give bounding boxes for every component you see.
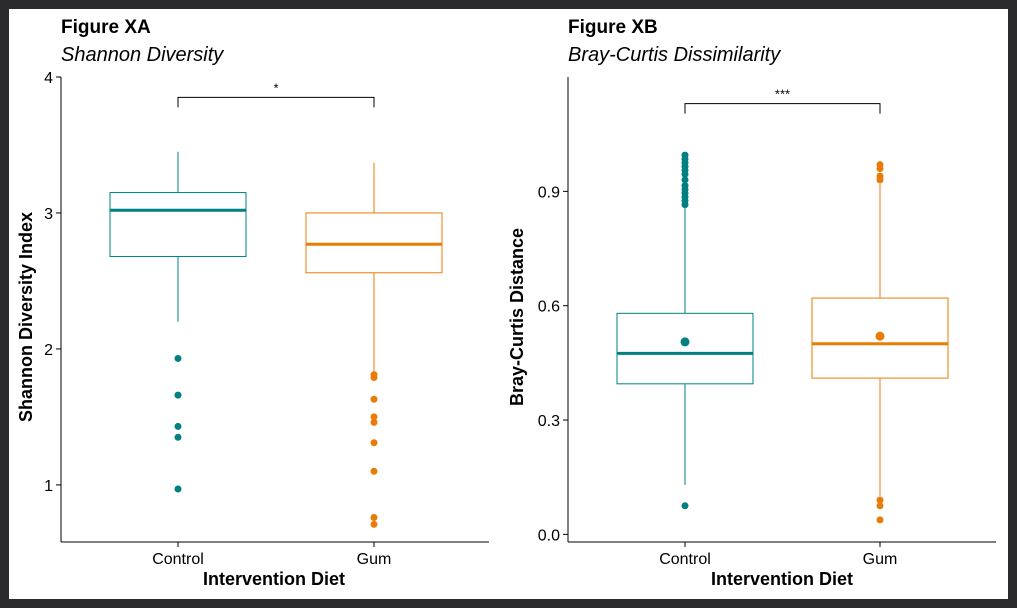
outlier-point	[174, 391, 182, 399]
box-control	[109, 151, 247, 493]
x-tick-label: Gum	[863, 551, 898, 568]
figure-xb-title: Figure XB	[568, 17, 658, 38]
x-tick-label: Control	[659, 551, 711, 568]
significance-label: ***	[775, 87, 790, 102]
figure-xb-chart: Figure XB Bray-Curtis Dissimilarity Inte…	[508, 17, 996, 589]
figure-xa-panel: Figure XA Shannon Diversity Intervention…	[9, 9, 508, 599]
figure-xa-y-axis-title: Shannon Diversity Index	[16, 212, 36, 422]
y-tick-label: 1	[44, 478, 53, 495]
y-tick-label: 4	[44, 70, 53, 87]
outlier-point	[681, 502, 689, 510]
box-gum	[811, 161, 949, 524]
outlier-point	[681, 176, 689, 184]
figure-xa-x-axis-title: Intervention Diet	[203, 569, 345, 589]
outlier-point	[876, 516, 884, 524]
outlier-point	[370, 514, 378, 522]
outlier-point	[174, 485, 182, 493]
box-mean-point	[680, 337, 690, 347]
box-iqr	[616, 312, 754, 385]
figure-xa-subtitle: Shannon Diversity	[61, 44, 224, 66]
outlier-point	[174, 433, 182, 441]
outlier-point	[370, 467, 378, 475]
significance-label: *	[273, 80, 278, 95]
x-tick-label: Control	[152, 551, 204, 568]
y-tick-label: 3	[44, 206, 53, 223]
outlier-point	[370, 413, 378, 421]
significance-bracket	[684, 103, 881, 114]
outlier-point	[174, 354, 182, 362]
y-tick-label: 2	[44, 342, 53, 359]
box-iqr	[109, 192, 247, 257]
outlier-point	[174, 422, 182, 430]
y-tick-label: 0.3	[538, 413, 560, 430]
outlier-point	[370, 418, 378, 426]
outlier-point	[681, 201, 689, 209]
figure-xb-subtitle: Bray-Curtis Dissimilarity	[568, 44, 781, 66]
figure-xb-y-axis-title: Bray-Curtis Distance	[508, 228, 527, 406]
outlier-point	[370, 395, 378, 403]
figure-xb-panel: Figure XB Bray-Curtis Dissimilarity Inte…	[508, 9, 1008, 599]
significance-bracket	[177, 96, 375, 108]
outlier-point	[876, 496, 884, 504]
box-control	[616, 151, 754, 510]
outlier-point	[681, 170, 689, 178]
outlier-point	[370, 373, 378, 381]
y-tick-label: 0.6	[538, 299, 560, 316]
outlier-point	[876, 176, 884, 184]
figure-xa-title: Figure XA	[61, 17, 151, 38]
y-tick-label: 0.9	[538, 184, 560, 201]
outlier-point	[370, 520, 378, 528]
y-tick-label: 0.0	[538, 527, 560, 544]
figure-xa-chart: Figure XA Shannon Diversity Intervention…	[16, 17, 489, 589]
outlier-point	[876, 502, 884, 510]
box-mean-point	[875, 331, 885, 341]
outlier-point	[370, 439, 378, 447]
outlier-point	[876, 164, 884, 172]
box-gum	[305, 162, 443, 528]
figure-xb-x-axis-title: Intervention Diet	[711, 569, 853, 589]
x-tick-label: Gum	[357, 551, 392, 568]
